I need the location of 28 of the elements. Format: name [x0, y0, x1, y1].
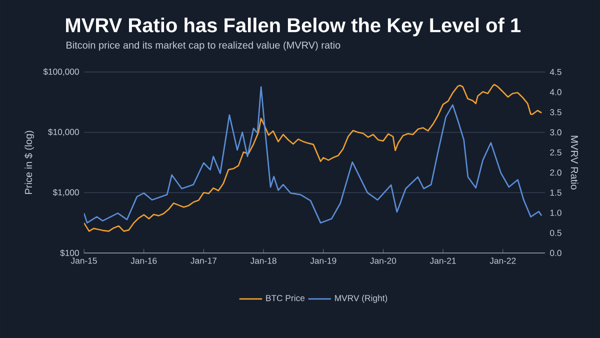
y2-tick-label: 4.0 — [550, 89, 562, 96]
x-tick-label: Jan-22 — [490, 258, 516, 264]
chart-subtitle: Bitcoin price and its market cap to realized value (MVRV) ratio — [66, 41, 340, 51]
x-tick-label: Jan-17 — [190, 258, 216, 264]
y2-tick-label: 2.0 — [550, 169, 562, 176]
y2-tick-label: 1.0 — [550, 210, 562, 216]
y2-tick-label: 1.5 — [550, 190, 562, 196]
chart-title: MVRV Ratio has Fallen Below the Key Level of 1 — [66, 18, 521, 36]
y2-tick-label: 4.5 — [550, 68, 562, 76]
y2-tick-label: 0.0 — [550, 250, 562, 256]
y-tick-label: $1,000 — [52, 188, 79, 196]
y2-tick-label: 3.0 — [550, 129, 562, 136]
y-tick-label: $10,000 — [48, 128, 79, 136]
x-tick-label: Jan-16 — [130, 258, 157, 264]
legend-label: MVRV (Right) — [335, 294, 388, 303]
y-tick-label: $100 — [60, 249, 79, 256]
legend-label: BTC Price — [266, 294, 305, 302]
x-tick-label: Jan-19 — [310, 258, 336, 264]
y2-tick-label: 3.5 — [550, 109, 562, 116]
x-tick-label: Jan-21 — [430, 258, 456, 264]
x-tick-label: Jan-15 — [70, 258, 97, 264]
x-tick-label: Jan-18 — [250, 258, 276, 264]
x-tick-label: Jan-20 — [370, 258, 396, 264]
y2-tick-label: 2.5 — [550, 149, 562, 156]
y-axis-title: Price in $ (log) — [24, 130, 34, 194]
y2-axis-title: MVRV Ratio — [570, 136, 578, 190]
y2-tick-label: 0.5 — [550, 230, 562, 236]
y-tick-label: $100,000 — [43, 68, 79, 76]
